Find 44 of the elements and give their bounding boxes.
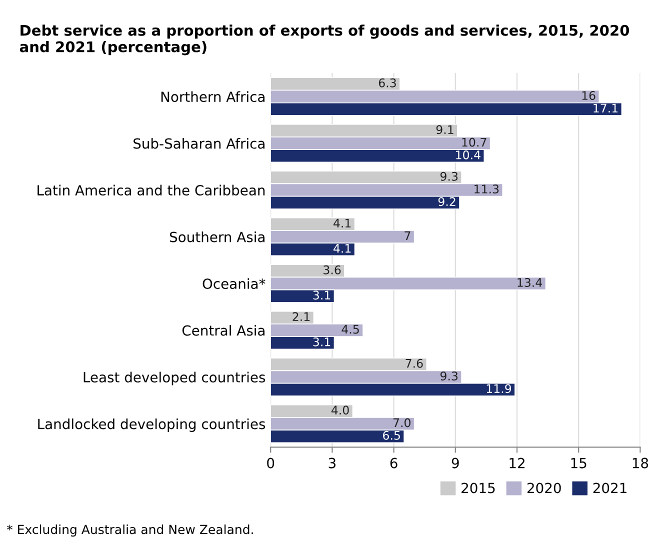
data-label: 10.4	[456, 150, 480, 160]
legend-label: 2015	[462, 482, 495, 494]
data-label: 7	[404, 231, 410, 240]
chart-title: Debt service as a proportion of exports of goods and services, 2015, 2020 and 2021 (percentage)	[20, 24, 630, 56]
y-tick-label: Northern Africa	[161, 91, 264, 102]
data-label: 17.1	[594, 104, 618, 112]
data-label: 11.3	[474, 184, 499, 194]
text: * Excluding Australia and New Zealand.	[6, 524, 253, 537]
x-tick-label: 9	[452, 458, 459, 468]
data-label: 3.1	[313, 290, 330, 300]
data-label: 16	[582, 91, 596, 100]
data-label: 6.3	[378, 78, 396, 88]
y-tick-label: Landlocked developing countries	[38, 418, 266, 432]
data-label: 9.3	[440, 372, 458, 380]
y-tick-label: Oceania*	[202, 278, 266, 290]
data-label: 4.0	[331, 406, 349, 415]
data-label: 3.1	[313, 337, 330, 346]
data-label: 4.1	[334, 244, 351, 253]
x-tick-label: 6	[390, 458, 398, 468]
data-label: 2.1	[292, 312, 310, 321]
x-tick-label: 18	[632, 458, 648, 468]
x-tick-label: 12	[510, 458, 524, 468]
data-label: 9.2	[438, 197, 456, 206]
data-label: 9.3	[440, 172, 458, 181]
data-label: 3.6	[324, 265, 341, 274]
y-tick-label: Sub-Saharan Africa	[134, 138, 264, 149]
x-tick-label: 15	[571, 458, 586, 468]
data-label: 11.9	[486, 384, 512, 394]
x-tick-label: 0	[267, 458, 274, 468]
data-label: 7.0	[393, 418, 410, 428]
data-label: 4.5	[342, 324, 359, 334]
y-tick-label: Latin America and the Caribbean	[38, 184, 265, 196]
legend-label: 2020	[527, 482, 561, 494]
data-label: 4.1	[334, 218, 351, 228]
y-tick-label: Least developed countries	[84, 372, 266, 386]
y-tick-label: Central Asia	[182, 325, 264, 336]
y-tick-label: Southern Asia	[170, 232, 264, 242]
data-label: 6.5	[383, 430, 400, 440]
legend-label: 2021	[593, 482, 626, 494]
data-label: 9.1	[436, 125, 454, 134]
data-label: 7.6	[406, 358, 423, 368]
x-tick-label: 3	[328, 458, 336, 468]
data-label: 10.7	[462, 138, 486, 147]
data-label: 13.4	[518, 278, 542, 287]
